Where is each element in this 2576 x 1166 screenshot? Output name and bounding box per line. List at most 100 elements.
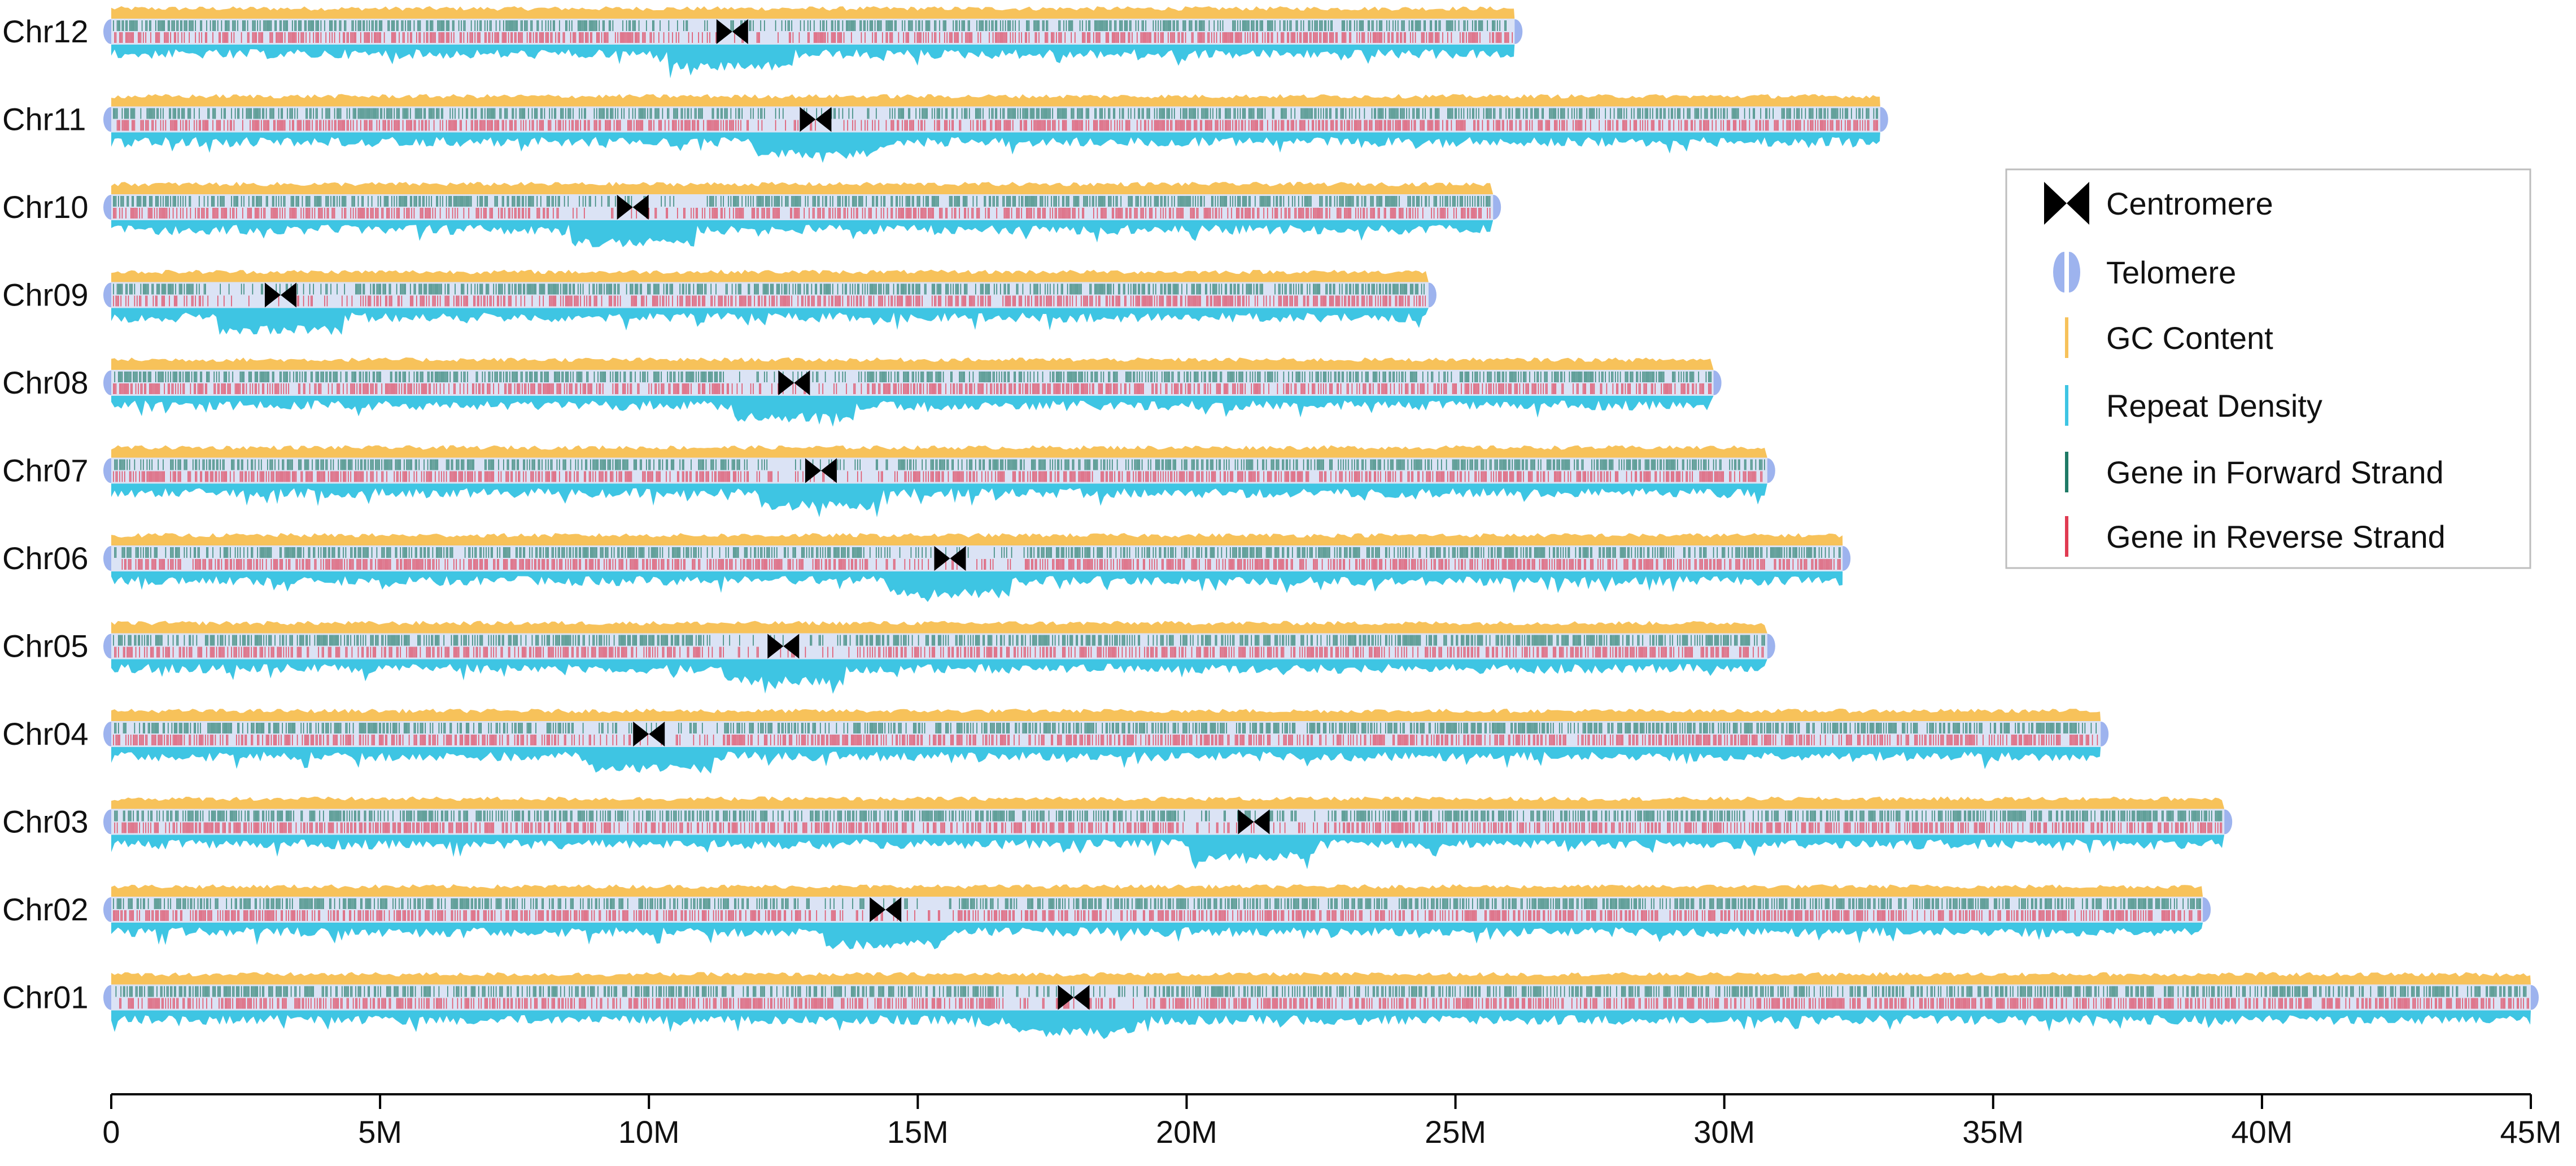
gc-content-track	[111, 796, 2225, 809]
telomere-left	[103, 546, 111, 571]
telomere-right	[1493, 195, 1501, 220]
repeat-density-track	[111, 1010, 2531, 1040]
x-tick-label: 30M	[1693, 1114, 1755, 1150]
legend-symbol-telomere	[2053, 252, 2080, 292]
x-axis: 0 5M 10M 15M 20M 25M 30M 35M 40M 45M	[102, 1093, 2561, 1150]
telomere-right	[1767, 458, 1775, 483]
telomere-right	[2224, 809, 2233, 835]
gc-content-track	[111, 884, 2203, 897]
centromere-marker	[716, 19, 748, 44]
forward-strand-genes	[114, 372, 1711, 382]
chromosome-chr01: Chr01	[2, 972, 2539, 1040]
centromere-marker	[800, 107, 832, 132]
centromere-marker	[805, 458, 837, 483]
forward-strand-genes	[113, 635, 1765, 646]
chromosome-chr10: Chr10	[2, 182, 1501, 247]
chromosome-chr03: Chr03	[2, 796, 2233, 870]
forward-strand-genes	[114, 723, 2097, 733]
telomere-right	[1843, 546, 1851, 571]
reverse-strand-genes	[113, 735, 2098, 745]
gc-content-track	[111, 182, 1494, 194]
forward-strand-genes	[113, 108, 1878, 119]
telomere-left	[103, 282, 111, 308]
chromosome-body	[111, 19, 1515, 45]
telomere-left	[103, 809, 111, 835]
legend-label-centromere: Centromere	[2106, 186, 2273, 221]
chromosome-label: Chr02	[2, 892, 89, 927]
centromere-marker	[1238, 809, 1270, 835]
gc-content-track	[111, 6, 1515, 19]
legend-box	[2005, 168, 2531, 569]
telomere-left	[103, 985, 111, 1010]
reverse-strand-genes	[113, 295, 1426, 307]
telomere-left	[103, 458, 111, 483]
centromere-marker	[264, 282, 296, 308]
x-tick-label: 10M	[618, 1114, 680, 1150]
chromosome-chr11: Chr11	[2, 94, 1888, 163]
x-tick-label: 5M	[358, 1114, 402, 1150]
centromere-marker	[778, 370, 810, 395]
chromosome-chr06: Chr06	[2, 533, 1851, 602]
chromosome-chr08: Chr08	[2, 357, 1722, 427]
forward-strand-genes	[113, 283, 1425, 295]
reverse-strand-genes	[113, 208, 1491, 219]
telomere-right	[1713, 370, 1722, 395]
reverse-strand-genes	[114, 647, 1764, 658]
legend-label-telomere: Telomere	[2106, 255, 2236, 290]
chromosome-label: Chr05	[2, 628, 89, 664]
repeat-density-track	[111, 923, 2203, 950]
reverse-strand-genes	[114, 822, 2223, 833]
repeat-density-track	[111, 220, 1494, 247]
gc-content-track	[111, 269, 1429, 282]
telomere-left	[103, 722, 111, 746]
gc-content-track	[111, 621, 1767, 634]
repeat-density-track	[111, 483, 1767, 518]
chromosome-label: Chr04	[2, 716, 89, 752]
telomere-right	[2101, 722, 2109, 746]
repeat-density-track	[111, 659, 1767, 694]
repeat-density-track	[111, 835, 2225, 870]
forward-strand-genes	[114, 810, 2223, 822]
telomere-left	[103, 634, 111, 659]
legend-label-repeat: Repeat Density	[2106, 388, 2322, 423]
reverse-strand-genes	[113, 471, 1763, 482]
legend-label-gc: GC Content	[2106, 320, 2273, 356]
repeat-density-track	[111, 45, 1515, 78]
chromosome-chr05: Chr05	[2, 621, 1775, 694]
telomere-left	[103, 19, 111, 44]
legend-symbol-centromere	[2044, 182, 2089, 225]
repeat-density-track	[111, 396, 1714, 427]
telomere-right	[1514, 19, 1523, 44]
x-tick-label: 40M	[2231, 1114, 2293, 1150]
repeat-density-track	[111, 308, 1429, 335]
chromosome-label: Chr11	[2, 102, 86, 137]
repeat-density-track	[111, 132, 1880, 163]
telomere-left	[103, 370, 111, 395]
chromosome-label: Chr01	[2, 980, 89, 1015]
x-tick-label: 0	[102, 1114, 120, 1150]
repeat-density-track	[111, 571, 1843, 602]
chromosome-label: Chr03	[2, 804, 89, 840]
repeat-density-track	[111, 747, 2101, 774]
chromosome-chr12: Chr12	[2, 6, 1523, 78]
centromere-marker	[617, 195, 649, 220]
legend-label-forward: Gene in Forward Strand	[2106, 455, 2444, 490]
reverse-strand-genes	[116, 120, 1878, 131]
legend-label-reverse: Gene in Reverse Strand	[2106, 519, 2446, 554]
reverse-strand-genes	[119, 998, 2529, 1009]
chromosome-label: Chr09	[2, 277, 89, 313]
reverse-strand-genes	[113, 383, 1711, 394]
x-tick-label: 35M	[1962, 1114, 2024, 1150]
telomere-right	[2531, 985, 2539, 1010]
reverse-strand-genes	[114, 32, 1513, 43]
telomere-right	[1428, 282, 1437, 308]
chromosome-chr09: Chr09	[2, 269, 1437, 335]
x-tick-label: 20M	[1156, 1114, 1217, 1150]
chromosome-chr04: Chr04	[2, 709, 2109, 774]
forward-strand-genes	[113, 898, 2201, 909]
telomere-right	[1767, 634, 1775, 659]
chromosome-chr02: Chr02	[2, 884, 2211, 950]
forward-strand-genes	[113, 196, 1491, 207]
